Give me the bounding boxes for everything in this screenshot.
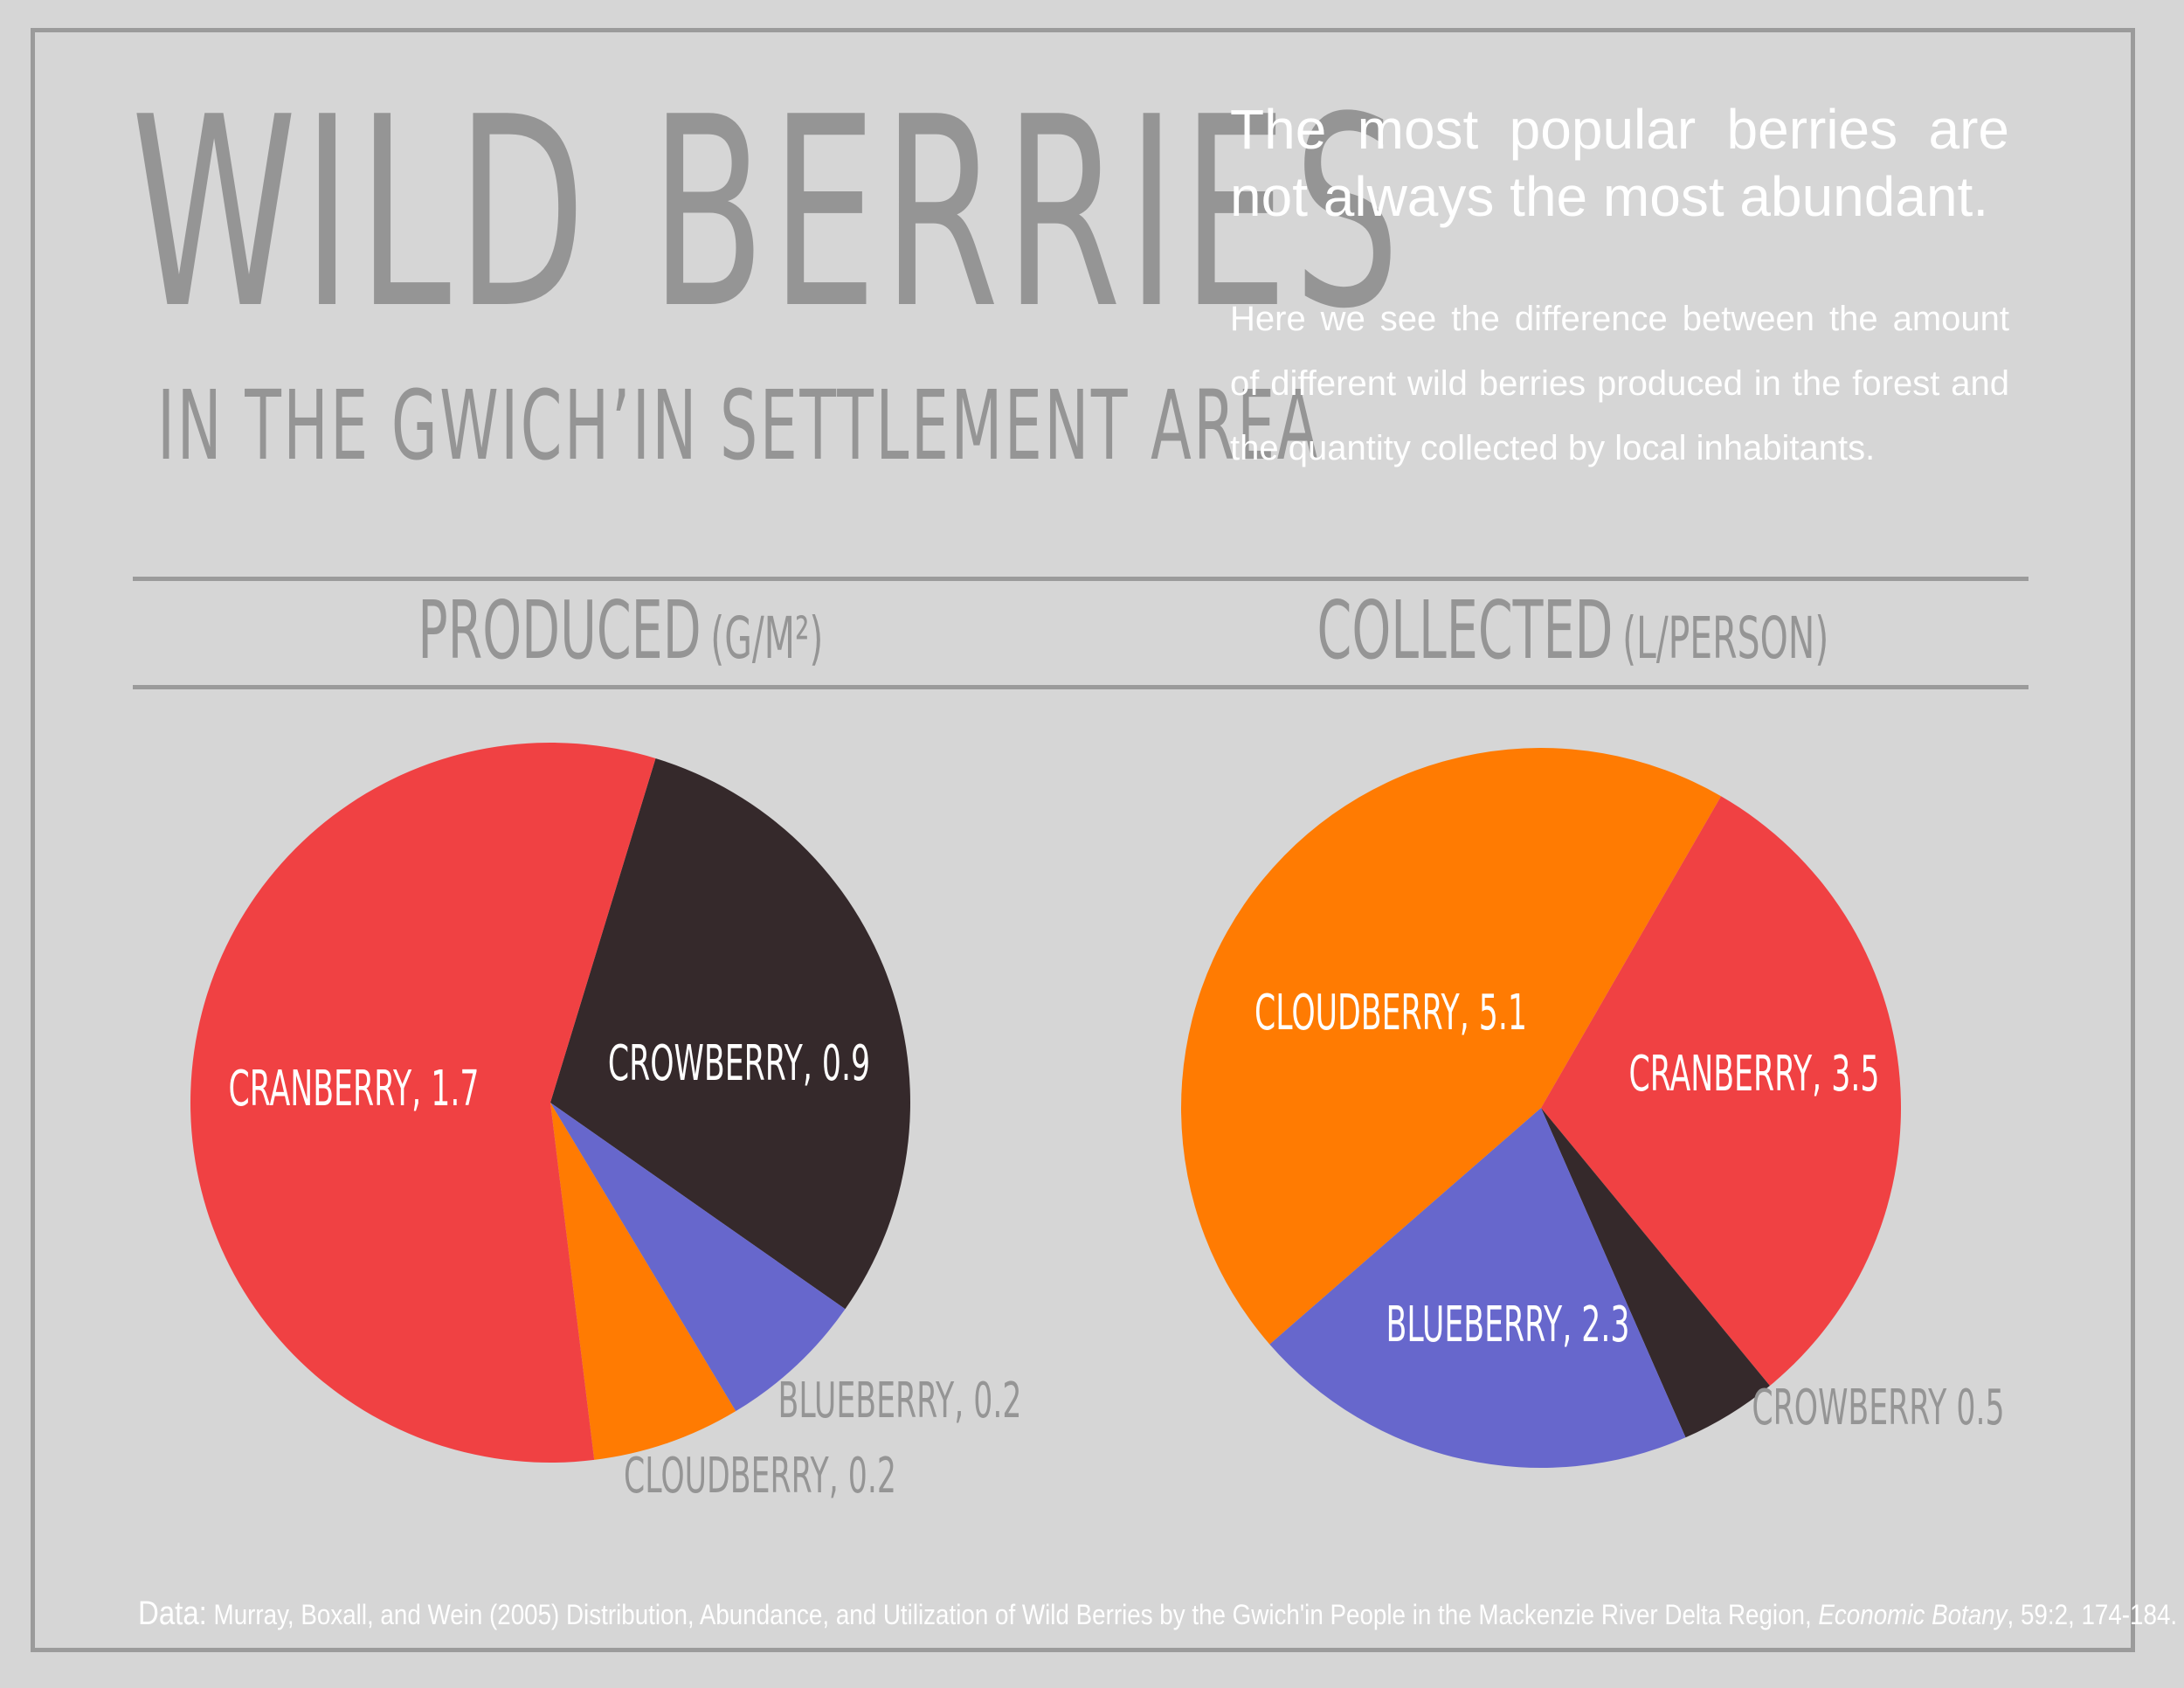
collected-slice-cloudberry: [1181, 748, 1721, 1345]
intro-body: Here we see the difference between the a…: [1230, 300, 2009, 467]
collected-heading: COLLECTED (L/PERSON): [1092, 584, 2053, 688]
page-frame: [31, 28, 2135, 1652]
produced-heading-unit: (G/M²): [709, 605, 824, 672]
collected-slice-cranberry: [1541, 796, 1901, 1387]
page-title: WILD BERRIES: [131, 61, 1406, 366]
produced-slice-blueberry: [550, 1103, 846, 1412]
collected-label-crowberry: CROWBERRY 0.5: [1752, 1379, 2004, 1435]
collected-heading-unit: (L/PERSON): [1621, 605, 1828, 672]
produced-slice-cranberry: [190, 742, 656, 1463]
intro-lead: The most popular berries are not always …: [1230, 98, 2009, 229]
collected-label-blueberry: BLUEBERRY, 2.3: [1386, 1296, 1630, 1352]
section-rule-top: [133, 577, 2028, 581]
produced-heading-text: PRODUCED (G/M²): [418, 584, 823, 677]
footer-label: Data:: [138, 1595, 207, 1632]
data-source-footer: Data: Murray, Boxall, and Wein (2005) Di…: [138, 1595, 2177, 1633]
collected-slice-blueberry: [1269, 1108, 1686, 1469]
footer-citation: Murray, Boxall, and Wein (2005) Distribu…: [213, 1599, 1812, 1630]
produced-label-crowberry: CROWBERRY, 0.9: [608, 1034, 870, 1091]
produced-label-blueberry: BLUEBERRY, 0.2: [778, 1372, 1022, 1429]
collected-slice-crowberry: [1541, 1108, 1770, 1438]
footer-details: , 59:2, 174-184.: [2007, 1599, 2178, 1630]
collected-label-cloudberry: CLOUDBERRY, 5.1: [1254, 984, 1527, 1041]
produced-heading-main: PRODUCED: [417, 584, 702, 677]
produced-slice-crowberry: [550, 758, 910, 1310]
produced-label-cloudberry: CLOUDBERRY, 0.2: [624, 1447, 896, 1504]
produced-label-cranberry: CRANBERRY, 1.7: [229, 1060, 480, 1117]
page-subtitle: IN THE GWICH’IN SETTLEMENT AREA: [157, 370, 1320, 481]
section-rule-bottom: [133, 685, 2028, 689]
produced-heading: PRODUCED (G/M²): [140, 584, 1101, 688]
produced-slice-cloudberry: [550, 1103, 736, 1460]
collected-heading-text: COLLECTED (L/PERSON): [1317, 584, 1828, 677]
collected-label-cranberry: CRANBERRY, 3.5: [1629, 1045, 1880, 1102]
collected-heading-main: COLLECTED: [1317, 584, 1614, 677]
footer-journal: Economic Botany: [1818, 1599, 2008, 1630]
